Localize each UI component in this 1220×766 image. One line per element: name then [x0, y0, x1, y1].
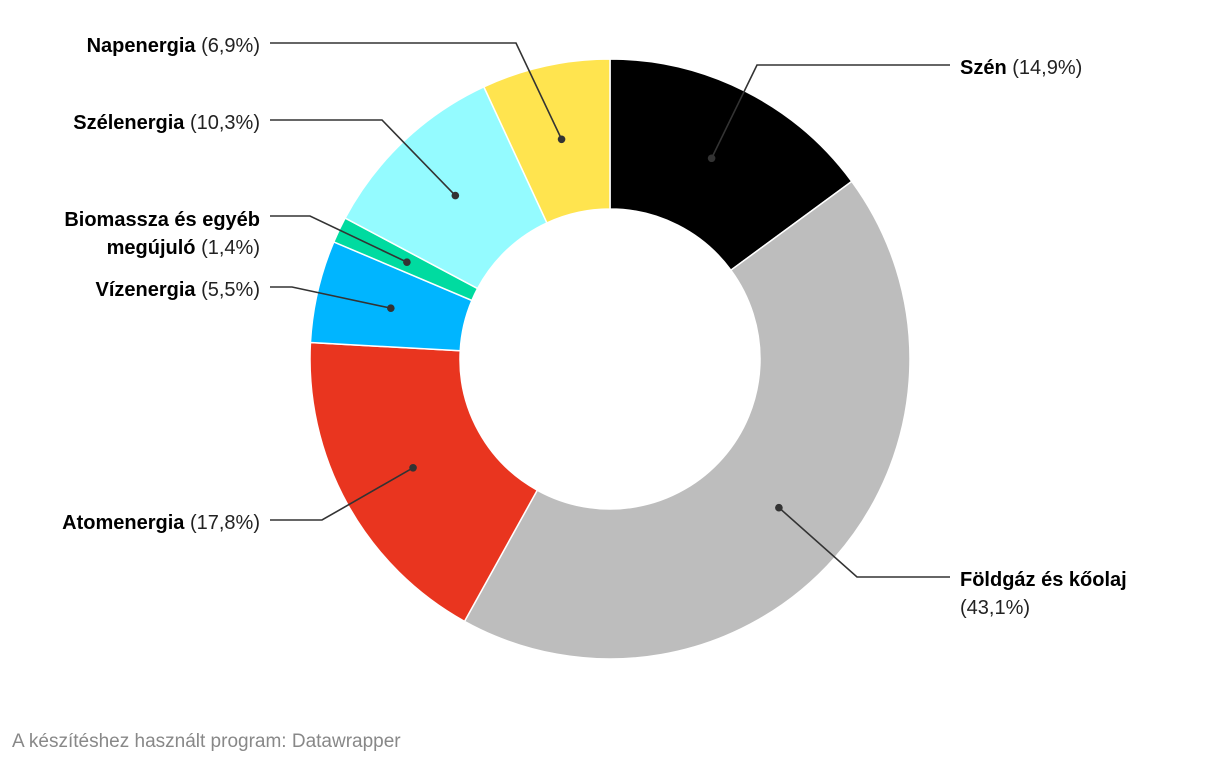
label-napenergia: Napenergia (6,9%)	[87, 35, 260, 57]
leader-dot-atomenergia	[409, 464, 417, 472]
label-biomassza-es-egyeb-megujulo: Biomassza és egyéb	[64, 209, 260, 231]
label-foldgaz-es-koolaj-line2: (43,1%)	[960, 597, 1030, 619]
label-szen: Szén (14,9%)	[960, 57, 1082, 79]
value-vizenergia: (5,5%)	[201, 279, 260, 301]
leader-line-biomassza-es-egyeb-megujulo	[270, 215, 408, 263]
slice-atomenergia	[309, 341, 539, 623]
value-szen: (14,9%)	[1012, 57, 1082, 79]
slice-napenergia	[482, 58, 611, 224]
credit-text: A készítéshez használt program: Datawrap…	[12, 731, 401, 752]
leader-dot-vizenergia	[387, 304, 395, 312]
leader-dot-napenergia	[557, 135, 566, 144]
leader-line-szelenergia	[270, 119, 456, 197]
value-szelenergia: (10,3%)	[190, 112, 260, 134]
leader-line-napenergia	[270, 42, 563, 140]
leader-dot-szen	[707, 154, 716, 163]
slice-szen	[609, 58, 853, 272]
value-foldgaz-es-koolaj: (43,1%)	[960, 597, 1030, 619]
label-vizenergia: Vízenergia (5,5%)	[95, 279, 260, 301]
value-biomassza-es-egyeb-megujulo: (1,4%)	[201, 237, 260, 259]
leader-dot-szelenergia	[451, 191, 460, 200]
leader-line-szen	[710, 64, 950, 159]
leader-line-atomenergia	[270, 467, 414, 521]
slice-foldgaz-es-koolaj	[463, 180, 911, 660]
leader-line-vizenergia	[270, 286, 391, 309]
leader-dot-foldgaz-es-koolaj	[775, 503, 783, 512]
value-napenergia: (6,9%)	[201, 35, 260, 57]
label-biomassza-es-egyeb-megujulo-line2: megújuló (1,4%)	[107, 237, 260, 259]
value-atomenergia: (17,8%)	[190, 512, 260, 534]
label-szelenergia: Szélenergia (10,3%)	[73, 112, 260, 134]
leader-dot-biomassza-es-egyeb-megujulo	[403, 258, 411, 266]
label-atomenergia: Atomenergia (17,8%)	[62, 512, 260, 534]
label-foldgaz-es-koolaj: Földgáz és kőolaj	[960, 569, 1127, 591]
leader-line-foldgaz-es-koolaj	[778, 507, 950, 578]
